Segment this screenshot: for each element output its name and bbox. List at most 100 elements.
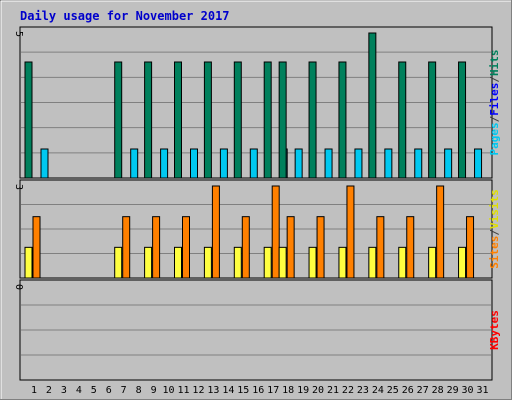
bar-pages-day-22 bbox=[354, 148, 363, 179]
x-tick-day-25: 25 bbox=[387, 385, 399, 396]
bar-sites-day-22 bbox=[346, 185, 355, 279]
bar-hits-day-24 bbox=[368, 32, 377, 179]
bar-visits-day-11 bbox=[174, 246, 182, 279]
x-tick-day-2: 2 bbox=[46, 385, 52, 396]
y-max-label: 3 bbox=[13, 184, 24, 190]
right-label-part: / bbox=[488, 115, 501, 122]
right-label-part: Sites bbox=[488, 236, 501, 269]
x-tick-day-29: 29 bbox=[447, 385, 459, 396]
bar-sites-day-26 bbox=[406, 216, 415, 279]
bar-sites-day-28 bbox=[436, 185, 445, 279]
bar-hits-day-22 bbox=[338, 61, 347, 179]
x-tick-day-17: 17 bbox=[267, 385, 279, 396]
right-axis-label-visits-sites: Sites/Visits bbox=[488, 189, 501, 269]
x-tick-day-18: 18 bbox=[282, 385, 294, 396]
y-max-label: 5 bbox=[13, 31, 24, 37]
bar-sites-day-18 bbox=[286, 216, 295, 279]
bar-sites-day-24 bbox=[376, 216, 385, 279]
bar-hits-day-9 bbox=[144, 61, 153, 179]
x-tick-day-31: 31 bbox=[476, 385, 488, 396]
bar-visits-day-30 bbox=[458, 246, 467, 279]
bar-visits-day-1 bbox=[24, 246, 33, 279]
panel-kbytes: 0 KBytes bbox=[13, 279, 501, 381]
bar-pages-day-26 bbox=[414, 148, 423, 179]
x-tick-day-6: 6 bbox=[106, 385, 112, 396]
chart-title: Daily usage for November 2017 bbox=[20, 9, 230, 23]
bar-pages-day-20 bbox=[324, 148, 333, 179]
bar-visits-day-20 bbox=[308, 246, 317, 279]
bar-hits-day-28 bbox=[428, 61, 437, 179]
x-tick-day-16: 16 bbox=[252, 385, 264, 396]
x-tick-day-23: 23 bbox=[357, 385, 369, 396]
x-tick-day-15: 15 bbox=[237, 385, 249, 396]
bar-visits-day-7 bbox=[114, 246, 123, 279]
bar-sites-day-1 bbox=[32, 216, 41, 279]
bar-sites-day-17 bbox=[271, 185, 280, 279]
x-tick-day-27: 27 bbox=[417, 385, 429, 396]
x-tick-day-19: 19 bbox=[297, 385, 309, 396]
panel-visits-sites: 3 Sites/Visits bbox=[13, 179, 501, 279]
x-tick-day-1: 1 bbox=[31, 385, 37, 396]
bar-visits-day-9 bbox=[144, 246, 153, 279]
bar-sites-day-15 bbox=[241, 216, 250, 279]
bar-pages-day-24 bbox=[384, 148, 393, 179]
x-tick-day-9: 9 bbox=[151, 385, 157, 396]
bar-visits-day-22 bbox=[338, 246, 347, 279]
bar-hits-day-1 bbox=[24, 61, 33, 179]
x-tick-day-10: 10 bbox=[163, 385, 175, 396]
right-axis-label-hits-files-pages: Pages/Files/Hits bbox=[488, 50, 501, 156]
bar-pages-day-18 bbox=[294, 148, 303, 179]
x-tick-day-30: 30 bbox=[462, 385, 474, 396]
right-label-part: Pages bbox=[488, 122, 501, 155]
x-tick-day-24: 24 bbox=[372, 385, 384, 396]
bar-visits-day-24 bbox=[368, 246, 377, 279]
right-label-part: Files bbox=[488, 83, 501, 116]
bar-sites-day-20 bbox=[316, 216, 325, 279]
bar-pages-day-11 bbox=[190, 148, 198, 179]
bar-sites-day-13 bbox=[211, 185, 220, 279]
right-label-part: Hits bbox=[488, 50, 501, 77]
bar-hits-day-30 bbox=[458, 61, 467, 179]
bar-pages-day-1 bbox=[40, 148, 49, 179]
bar-hits-day-13 bbox=[203, 61, 212, 179]
bar-hits-day-11 bbox=[174, 61, 182, 179]
x-tick-day-22: 22 bbox=[342, 385, 354, 396]
x-tick-day-13: 13 bbox=[207, 385, 219, 396]
bar-sites-day-30 bbox=[466, 216, 475, 279]
bar-sites-day-9 bbox=[152, 216, 161, 279]
right-label-part: Visits bbox=[488, 189, 501, 229]
bar-pages-day-30 bbox=[474, 148, 483, 179]
bar-pages-day-13 bbox=[219, 148, 228, 179]
x-tick-day-3: 3 bbox=[61, 385, 67, 396]
x-tick-day-8: 8 bbox=[136, 385, 142, 396]
x-tick-day-4: 4 bbox=[76, 385, 82, 396]
bar-visits-day-26 bbox=[398, 246, 407, 279]
bar-hits-day-18 bbox=[278, 61, 287, 179]
x-axis-ticks: 1 2 3 4 5 6 7 8 9 10 11 12 13 14 15 16 17 18 19 20 21 22 23 24 2… bbox=[31, 385, 489, 396]
bar-pages-day-28 bbox=[444, 148, 453, 179]
bar-visits-day-18 bbox=[278, 246, 287, 279]
bar-sites-day-11 bbox=[182, 216, 190, 279]
x-tick-day-26: 26 bbox=[402, 385, 414, 396]
bar-sites-day-7 bbox=[122, 216, 131, 279]
bar-hits-day-15 bbox=[233, 61, 242, 179]
bar-hits-day-17 bbox=[263, 61, 272, 179]
bar-visits-day-28 bbox=[428, 246, 437, 279]
right-axis-label-kbytes: KBytes bbox=[488, 310, 501, 350]
bar-visits-day-17 bbox=[263, 246, 272, 279]
x-tick-day-7: 7 bbox=[121, 385, 127, 396]
x-tick-day-20: 20 bbox=[312, 385, 324, 396]
bar-hits-day-20 bbox=[308, 61, 317, 179]
bar-hits-day-26 bbox=[398, 61, 407, 179]
x-tick-day-28: 28 bbox=[432, 385, 444, 396]
right-label-part: KBytes bbox=[488, 310, 501, 350]
bar-hits-day-7 bbox=[114, 61, 123, 179]
bar-pages-day-7 bbox=[130, 148, 139, 179]
y-max-label: 0 bbox=[13, 284, 24, 290]
bar-pages-day-9 bbox=[160, 148, 169, 179]
x-tick-day-11: 11 bbox=[177, 385, 189, 396]
x-tick-day-14: 14 bbox=[222, 385, 234, 396]
